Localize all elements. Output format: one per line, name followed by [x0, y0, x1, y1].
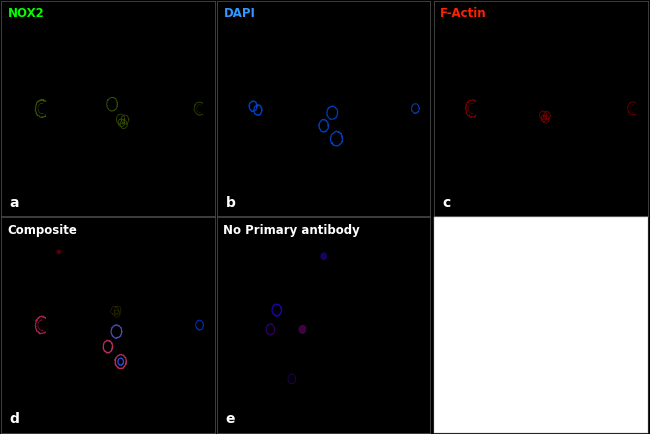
Polygon shape: [299, 326, 305, 333]
Text: DAPI: DAPI: [224, 7, 255, 20]
Text: d: d: [10, 412, 20, 426]
Text: c: c: [442, 196, 450, 210]
Text: NOX2: NOX2: [8, 7, 44, 20]
Polygon shape: [57, 250, 60, 254]
Text: No Primary antibody: No Primary antibody: [224, 224, 360, 237]
Text: F-Actin: F-Actin: [440, 7, 487, 20]
Text: b: b: [226, 196, 235, 210]
Text: Composite: Composite: [8, 224, 77, 237]
Polygon shape: [321, 253, 326, 260]
Text: e: e: [226, 412, 235, 426]
Text: a: a: [10, 196, 20, 210]
